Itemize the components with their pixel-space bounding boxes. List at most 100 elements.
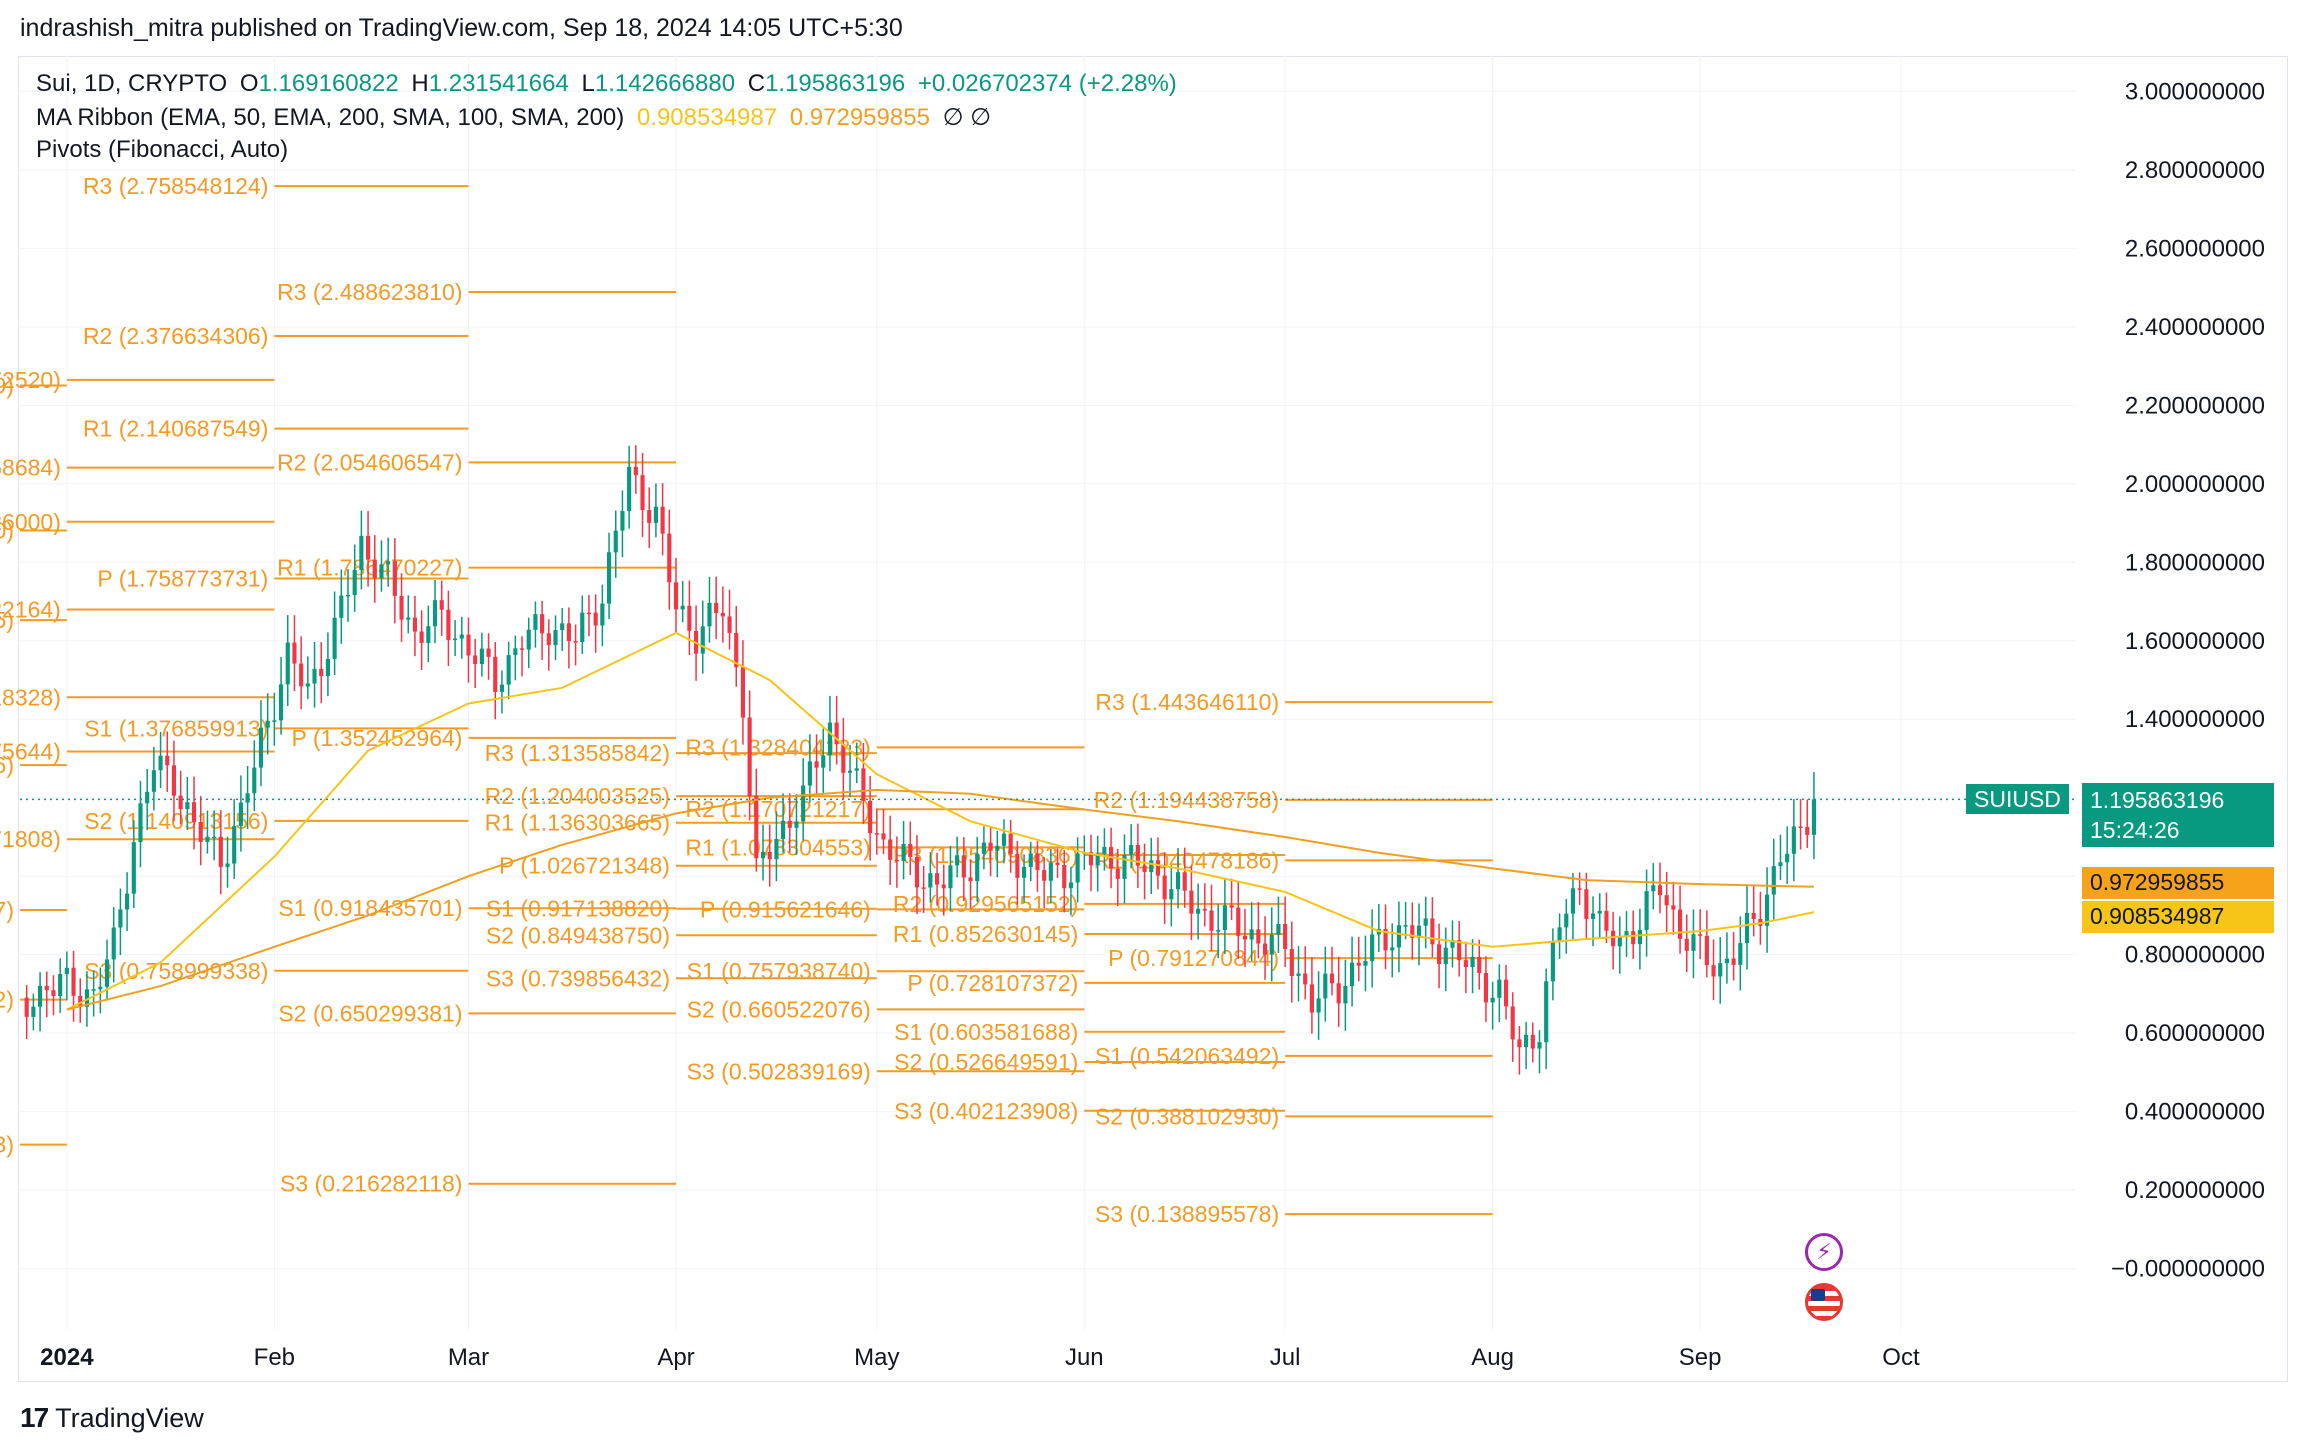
candle-body: [1390, 947, 1395, 951]
us-flag-icon[interactable]: [1805, 1283, 1843, 1321]
open-label: O: [239, 70, 259, 97]
candle-body: [506, 655, 511, 685]
pivot-level-label: R2 (1.880968080): [0, 518, 14, 544]
candle-body: [1021, 866, 1027, 878]
candle-body: [1129, 845, 1134, 855]
candle-body: [138, 803, 143, 843]
candle-body: [988, 842, 993, 851]
candle-body: [392, 561, 397, 596]
candle-body: [1289, 948, 1294, 976]
candle-body: [299, 663, 304, 687]
candle-body: [64, 967, 69, 975]
candle-body: [1309, 984, 1314, 1013]
pivot-level-label: S1 (1.376859913): [84, 715, 268, 741]
tradingview-logo: 17: [20, 1402, 49, 1433]
candle-body: [1269, 934, 1274, 955]
ma-value-1: 0.908534987: [636, 104, 778, 131]
candle-body: [827, 722, 833, 756]
countdown: 15:24:26: [2090, 817, 2180, 843]
candle-body: [1557, 927, 1562, 942]
candle-body: [921, 887, 926, 889]
x-tick-label: Feb: [254, 1344, 295, 1371]
pivot-level-label: P (1.679622164): [0, 597, 61, 623]
pivot-level-label: S2 (0.526649591): [894, 1049, 1078, 1075]
candle-body: [734, 632, 739, 668]
low-value: 1.142666880: [594, 70, 736, 97]
candle-body: [620, 511, 625, 531]
candle-body: [1537, 1042, 1542, 1049]
pivot-level-label: S1 (0.917138820): [486, 896, 670, 922]
candle-body: [191, 802, 197, 823]
candle-body: [787, 820, 792, 828]
candle-body: [345, 594, 351, 597]
candle-body: [1765, 894, 1770, 926]
chart-frame: [18, 56, 2288, 1382]
candle-body: [801, 785, 806, 822]
candle-body: [1048, 862, 1053, 881]
y-tick-label: 0.200000000: [2125, 1177, 2265, 1204]
candle-body: [305, 683, 310, 687]
y-tick-label: 2.000000000: [2125, 471, 2265, 498]
pivot-level-label: R2 (1.204003525): [485, 783, 670, 809]
candle-body: [459, 634, 464, 639]
candle-body: [1162, 875, 1167, 900]
candle-body: [754, 795, 759, 859]
candle-body: [218, 836, 223, 867]
candle-body: [1042, 870, 1047, 881]
pivot-level-label: P (1.283225636): [0, 752, 14, 778]
y-tick-label: −0.000000000: [2111, 1256, 2265, 1283]
candle-body: [667, 533, 672, 583]
candle-body: [352, 569, 357, 595]
legend-close: C1.195863196: [748, 70, 906, 97]
candle-body: [1430, 918, 1435, 945]
candle-body: [1778, 862, 1783, 867]
candle-body: [1651, 885, 1656, 892]
candle-body: [1303, 973, 1308, 985]
candle-body: [1416, 925, 1422, 938]
ma-line-ema-200: [66, 788, 1814, 1011]
candle-body: [1015, 854, 1020, 878]
candle-body: [760, 851, 766, 859]
candle-body: [1510, 1006, 1515, 1040]
candle-body: [486, 648, 491, 657]
candle-body: [1403, 925, 1408, 927]
candle-body: [473, 655, 478, 665]
candle-body: [386, 561, 391, 565]
candle-body: [807, 761, 812, 786]
pivot-level-label: R2 (2.054606547): [277, 449, 462, 475]
y-tick-label: 0.400000000: [2125, 1099, 2265, 1126]
bolt-icon[interactable]: ⚡: [1805, 1233, 1843, 1271]
candle-body: [1671, 905, 1676, 910]
candle-body: [1196, 908, 1201, 914]
close-value: 1.195863196: [765, 70, 906, 97]
candle-body: [399, 595, 404, 620]
candle-body: [707, 602, 712, 627]
pivot-level-label: S3 (0.502839169): [687, 1058, 871, 1084]
candle-body: [1584, 889, 1589, 919]
candle-body: [258, 727, 264, 768]
candle-body: [640, 475, 645, 511]
candle-body: [1283, 924, 1288, 949]
candle-body: [238, 802, 243, 827]
candle-body: [165, 755, 170, 766]
candle-body: [278, 684, 284, 721]
candle-body: [38, 985, 43, 1007]
pivot-level-label: S2 (0.650299381): [278, 1000, 462, 1026]
candle-body: [1644, 891, 1649, 930]
candle-body: [1604, 910, 1609, 931]
candle-body: [1075, 853, 1080, 883]
candle-body: [1028, 853, 1033, 867]
x-tick-label: Sep: [1679, 1344, 1722, 1371]
last-price: 1.195863196: [2090, 787, 2225, 813]
candle-body: [1296, 973, 1301, 976]
y-tick-label: 2.600000000: [2125, 235, 2265, 262]
x-tick-label: Jun: [1065, 1344, 1104, 1371]
candle-body: [1738, 943, 1743, 965]
candle-body: [526, 629, 531, 650]
pivot-level-label: S3 (0.216282118): [280, 1171, 462, 1197]
candle-body: [680, 605, 685, 610]
legend-high: H1.231541664: [411, 70, 569, 97]
candle-body: [225, 863, 230, 867]
candle-body: [158, 755, 163, 771]
